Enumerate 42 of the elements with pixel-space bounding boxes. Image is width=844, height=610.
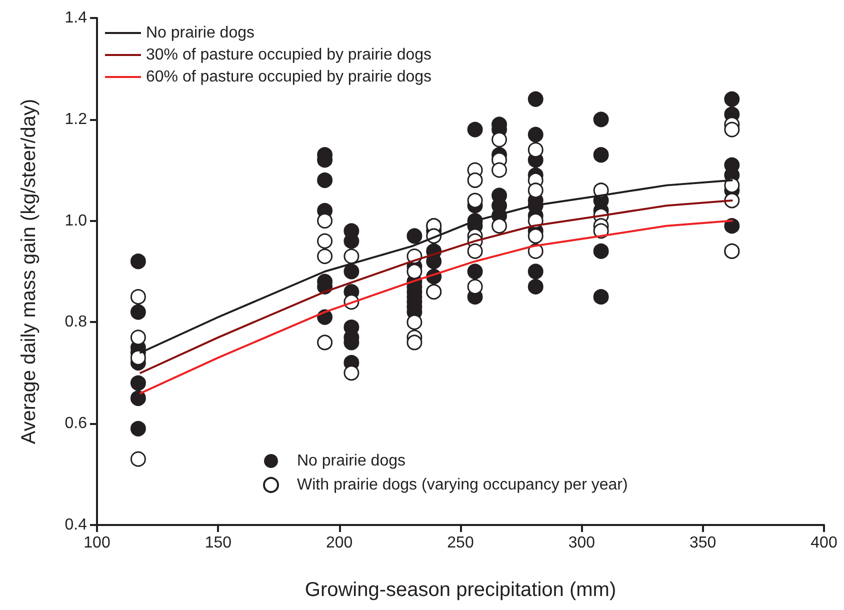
- y-tick-label: 0.4: [64, 516, 88, 534]
- point: [492, 132, 508, 148]
- point: [528, 182, 544, 198]
- legend-label: No prairie dogs: [297, 452, 406, 470]
- y-tick-label: 1.0: [64, 212, 88, 230]
- y-tick-label: 1.2: [64, 110, 88, 128]
- x-tick-label: 400: [810, 534, 838, 552]
- x-tick-label: 200: [326, 534, 353, 552]
- point: [528, 228, 544, 244]
- point: [130, 330, 146, 346]
- point: [724, 122, 740, 138]
- y-tick-label: 0.8: [64, 314, 88, 331]
- legend-label: No prairie dogs: [146, 24, 254, 42]
- point: [467, 192, 483, 208]
- y-tick-label: 0.6: [64, 415, 88, 432]
- x-tick-label: 100: [84, 534, 110, 552]
- point: [724, 178, 740, 194]
- point: [317, 213, 333, 229]
- point: [406, 264, 422, 280]
- point: [344, 365, 360, 381]
- point: [467, 278, 483, 294]
- y-axis-title: Average daily mass gain (kg/steer/day): [18, 98, 40, 444]
- legend-label: 30% of pasture occupied by prairie dogs: [146, 46, 432, 64]
- point: [130, 289, 146, 305]
- legend-label: With prairie dogs (varying occupancy per year): [297, 476, 628, 494]
- point: [492, 162, 508, 178]
- legend-label: 60% of pasture occupied by prairie dogs: [146, 68, 432, 86]
- x-tick-label: 350: [689, 534, 716, 552]
- point: [130, 350, 146, 366]
- point: [317, 334, 333, 350]
- point: [467, 243, 483, 259]
- x-axis-title: Growing-season precipitation (mm): [304, 579, 616, 601]
- x-tick-label: 300: [568, 534, 596, 552]
- point: [467, 172, 483, 188]
- y-tick-label: 1.4: [64, 10, 88, 26]
- point: [406, 334, 422, 350]
- point: [528, 142, 544, 158]
- point: [406, 314, 422, 330]
- x-tick-label: 150: [204, 534, 232, 552]
- point: [317, 248, 333, 264]
- point: [492, 218, 508, 234]
- x-tick-label: 250: [447, 534, 474, 552]
